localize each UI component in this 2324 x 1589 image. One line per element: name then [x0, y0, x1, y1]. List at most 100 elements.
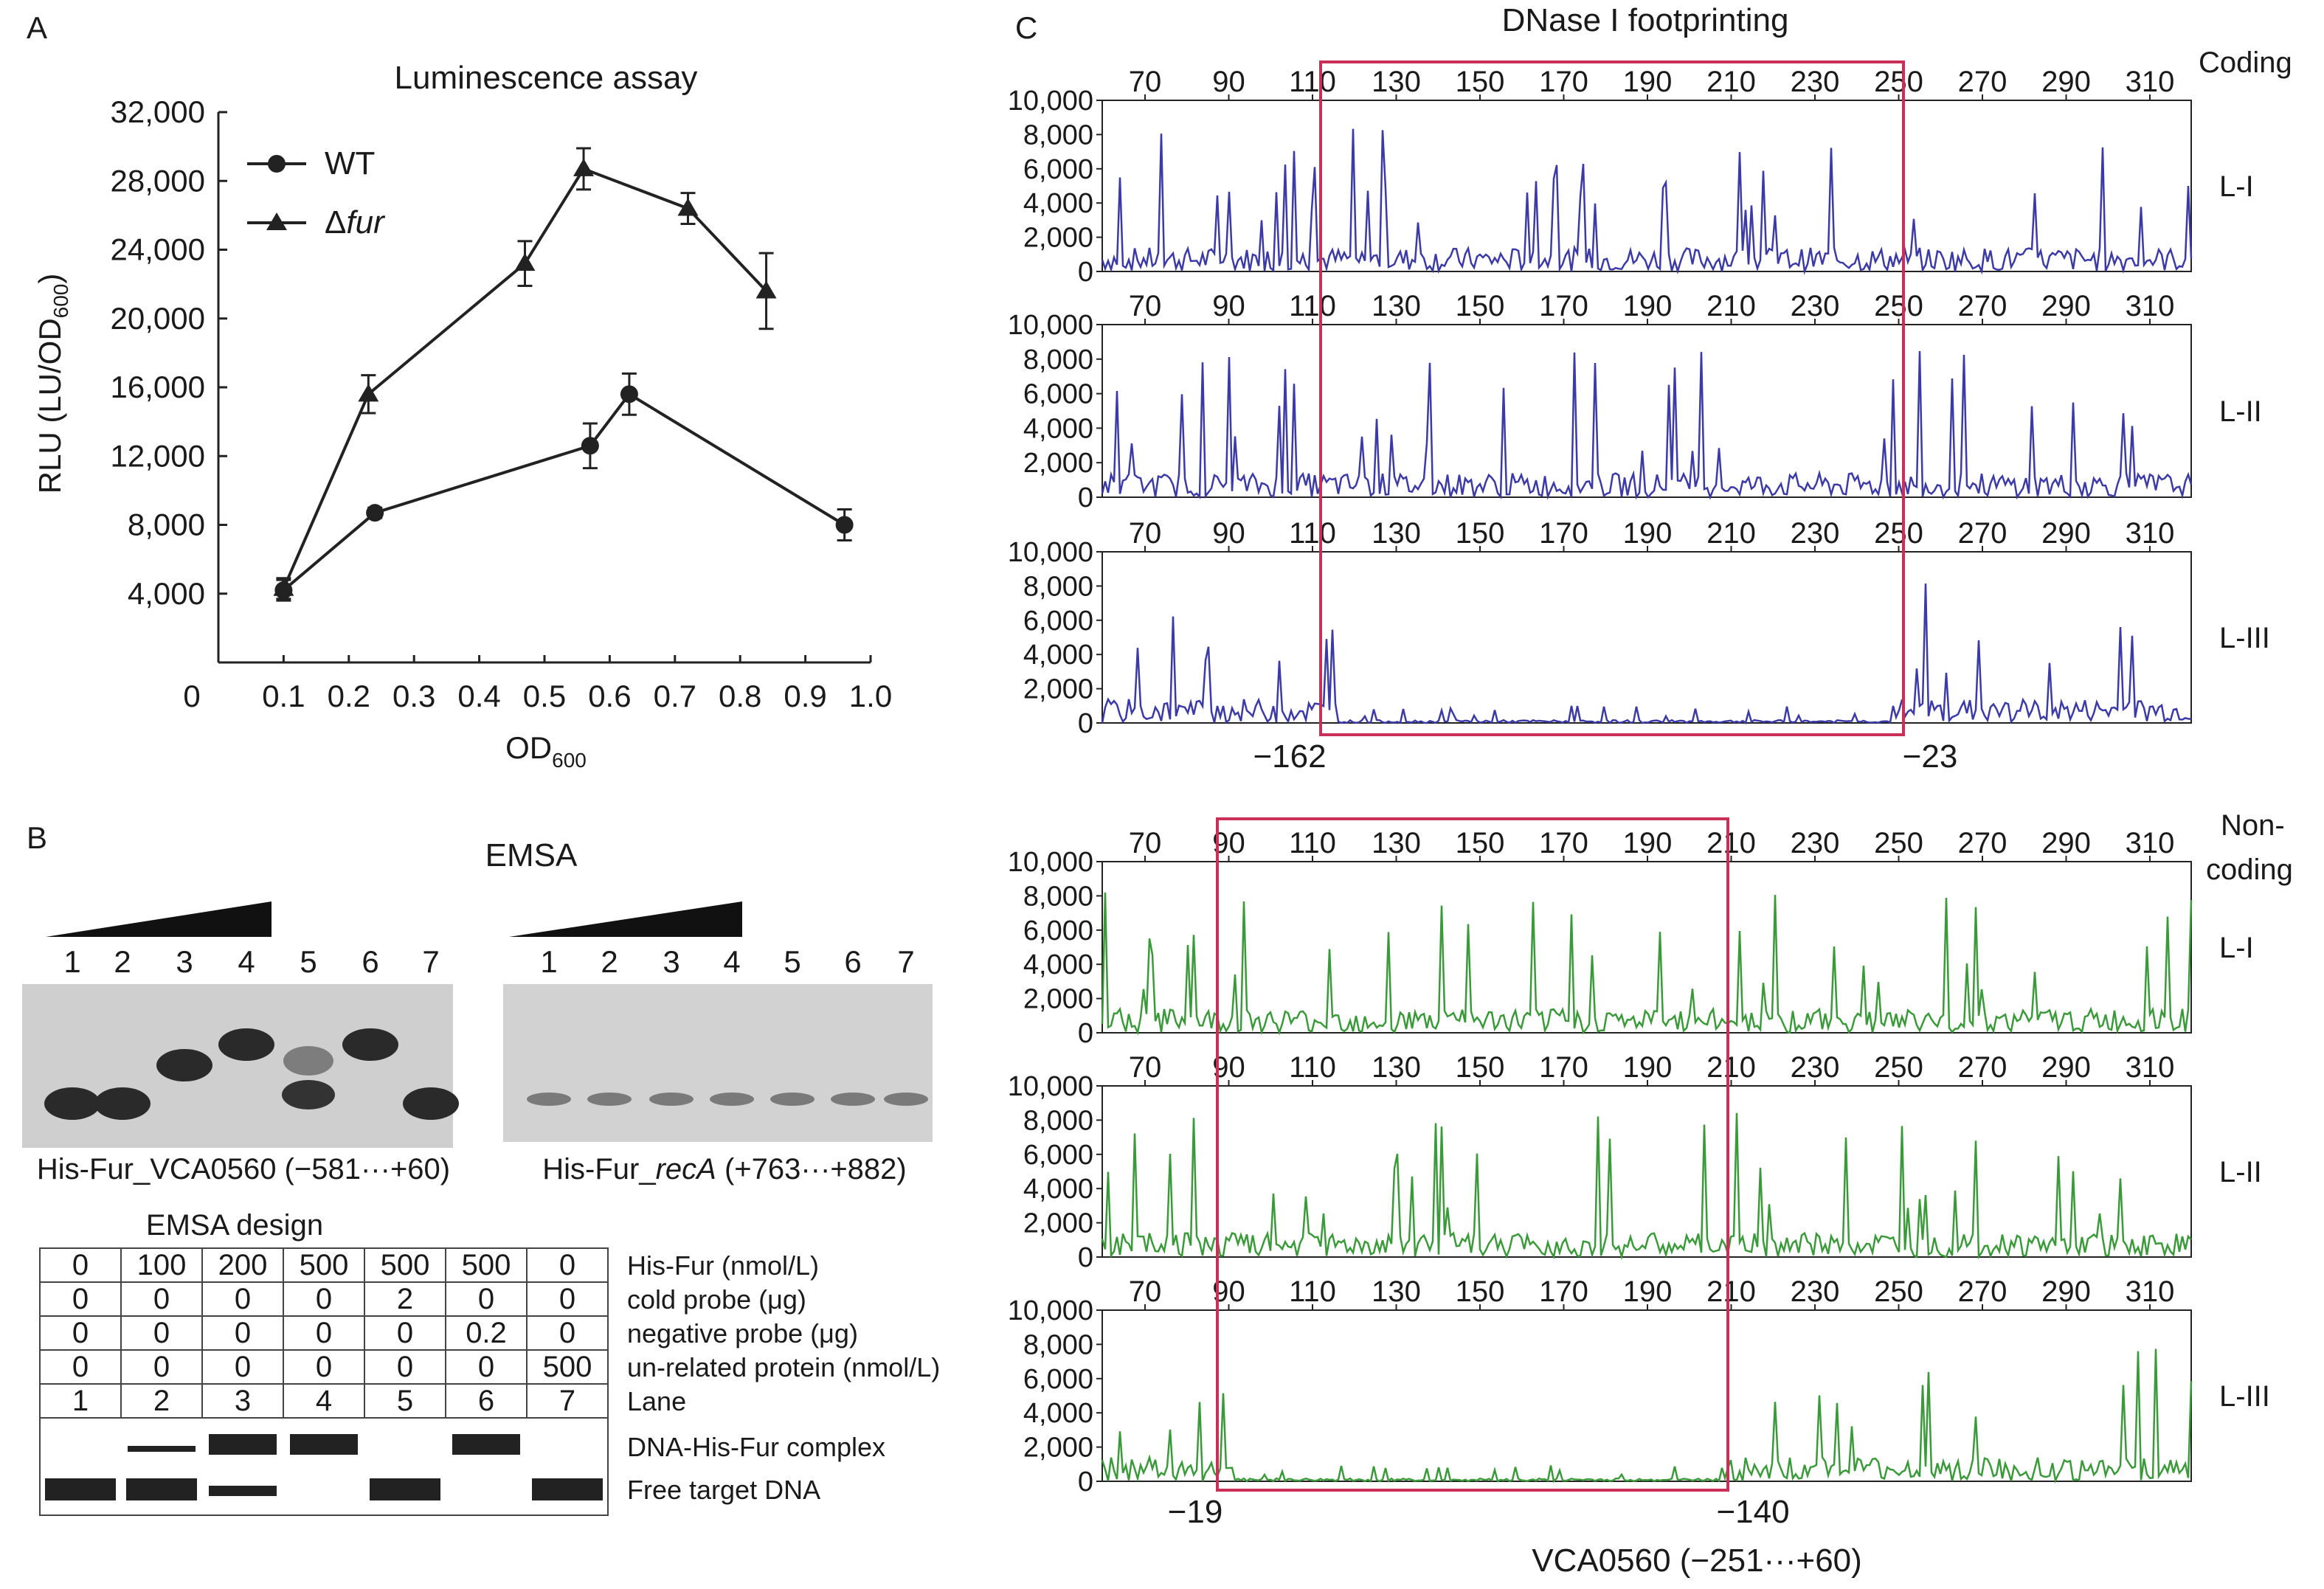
y-tick-label: 20,000 [111, 301, 205, 336]
trace-lane-label: L-I [2219, 932, 2254, 964]
panel-a-series [273, 147, 854, 602]
design-row-label: un-related protein (nmol/L) [627, 1352, 940, 1382]
y-tick-label: 24,000 [111, 232, 205, 267]
trace-y-tick-label: 10,000 [1008, 1295, 1093, 1326]
trace-x-tick-label: 70 [1129, 290, 1162, 322]
panel-a: A Luminescence assay RLU (LU/OD600) OD60… [27, 10, 892, 772]
panel-a-xlabel: OD600 [505, 730, 587, 772]
trace-x-tick-label: 70 [1129, 827, 1162, 859]
trace-y-tick-label: 6,000 [1023, 1140, 1093, 1171]
trace-frame [1102, 861, 2192, 1034]
y-tick-label: 8,000 [128, 508, 205, 542]
data-point-fur [677, 198, 699, 216]
design-cell: 500 [300, 1249, 349, 1281]
design-cell: 4 [316, 1385, 332, 1417]
gel1-lane-number: 3 [176, 944, 193, 979]
y-tick-label: 4,000 [128, 576, 205, 611]
gel2-lane-number: 4 [723, 944, 740, 979]
trace-y-tick-label: 0 [1078, 257, 1093, 288]
design-row-label: Lane [627, 1386, 686, 1416]
trace-signal [1101, 1349, 2193, 1484]
gel1-gradient-wedge [46, 901, 272, 937]
coding-protected-region-box [1319, 60, 1905, 736]
trace-y-tick-label: 8,000 [1023, 1105, 1093, 1136]
x-tick-label: 0.1 [262, 679, 305, 713]
trace-x-tick-label: 150 [1456, 827, 1505, 859]
schematic-complex-band [209, 1434, 277, 1455]
gel1-image [22, 984, 453, 1148]
trace-x-tick-label: 250 [1874, 1051, 1923, 1084]
trace-x-tick-label: 210 [1706, 66, 1756, 98]
design-cell: 3 [235, 1385, 251, 1417]
design-cell: 0 [397, 1317, 413, 1349]
schematic-free-band [45, 1478, 116, 1500]
panel-a-legend: WT Δfur [247, 145, 386, 240]
y-tick-label: 12,000 [111, 438, 205, 473]
trace-y-tick-label: 10,000 [1008, 86, 1093, 117]
design-cell: 0 [559, 1317, 575, 1349]
gel2-band [649, 1093, 694, 1106]
gel1-band [94, 1087, 151, 1120]
schematic-free-band [126, 1478, 197, 1500]
trace-x-tick-label: 130 [1372, 827, 1421, 859]
trace-x-tick-label: 110 [1289, 517, 1336, 550]
panel-a-letter: A [27, 10, 47, 45]
panel-a-title: Luminescence assay [395, 60, 698, 96]
trace-x-tick-label: 250 [1874, 517, 1923, 550]
x-tick-label: 0.9 [784, 679, 826, 713]
design-cell: 1 [72, 1385, 89, 1417]
trace-x-tick-label: 310 [2126, 1051, 2175, 1084]
trace-x-tick-label: 190 [1623, 1275, 1673, 1308]
trace-x-tick-label: 250 [1874, 1275, 1923, 1308]
legend-fur-label: Δfur [325, 204, 386, 240]
trace-x-tick-label: 70 [1129, 1051, 1162, 1084]
trace-y-tick-label: 4,000 [1023, 1398, 1093, 1429]
trace-lane-label: L-II [2219, 395, 2262, 428]
trace-x-tick-label: 250 [1874, 290, 1923, 322]
trace-x-tick-label: 250 [1874, 66, 1923, 98]
gel1-lane-number: 1 [63, 944, 80, 979]
trace-panel-noncoding-l-iii: 70 90 110 130 150 170 190 210 230 250 270 290 31002,… [1008, 1275, 2270, 1498]
trace-y-tick-label: 10,000 [1008, 310, 1093, 341]
noncoding-strand-label-2: coding [2206, 854, 2293, 886]
trace-lane-label: L-I [2219, 170, 2254, 203]
series-line-fur [282, 167, 768, 589]
coding-boundary-left: −162 [1253, 738, 1326, 775]
design-cell: 0 [72, 1351, 89, 1383]
data-point-wt [581, 437, 599, 455]
design-cell: 0 [397, 1351, 413, 1383]
design-cell: 0.2 [466, 1317, 507, 1349]
trace-panel-coding-l-iii: 70 90 110 130 150 170 190 210 230 250 270 290 310 02,… [1008, 517, 2270, 739]
trace-x-tick-label: 190 [1623, 827, 1673, 859]
x-tick-label: 0.7 [654, 679, 696, 713]
gel2-lane-number: 7 [897, 944, 914, 979]
gel2-band [710, 1093, 754, 1106]
design-cell: 0 [559, 1283, 575, 1315]
design-cell: 6 [478, 1385, 494, 1417]
trace-x-tick-label: 130 [1372, 1275, 1421, 1308]
design-cell: 0 [316, 1351, 332, 1383]
trace-frame [1102, 1309, 2192, 1482]
trace-y-tick-label: 6,000 [1023, 379, 1093, 410]
trace-x-tick-label: 90 [1212, 290, 1245, 322]
design-cell: 500 [462, 1249, 511, 1281]
trace-y-tick-label: 2,000 [1023, 1208, 1093, 1239]
design-cell: 500 [381, 1249, 430, 1281]
trace-panel-noncoding-l-ii: 70 90 110 130 150 170 190 210 230 250 270 290 31002,… [1008, 1051, 2262, 1273]
trace-signal [1101, 128, 2193, 275]
design-cell: 100 [137, 1249, 187, 1281]
trace-x-tick-label: 150 [1456, 1275, 1505, 1308]
series-line-wt [283, 392, 845, 592]
trace-x-tick-label: 90 [1212, 66, 1245, 98]
gel1-lane-number: 6 [362, 944, 378, 979]
x-tick-label: 0.3 [392, 679, 435, 713]
gel2-lane-numbers: 1 2 3 4 5 6 7 [540, 944, 914, 979]
design-cell: 0 [72, 1249, 89, 1281]
gel1-band [403, 1087, 459, 1120]
schematic-complex-band [290, 1434, 358, 1455]
trace-x-tick-label: 310 [2126, 827, 2175, 859]
emsa-design-table: 0 100 200 500 500 500 0 His-Fur (nmol/L)0 0 0 0 2 0 0… [39, 1247, 940, 1516]
noncoding-strand-label-1: Non- [2221, 809, 2285, 842]
trace-x-tick-label: 210 [1706, 1051, 1756, 1084]
trace-x-tick-label: 190 [1623, 517, 1673, 550]
